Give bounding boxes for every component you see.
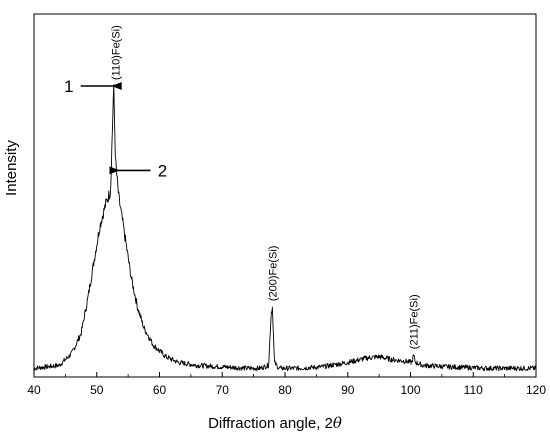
y-axis-label: Intensity [3, 140, 20, 196]
x-tick-label: 100 [400, 383, 420, 397]
callout-label: 2 [158, 161, 167, 180]
x-axis-tick-labels: 40 50 60 70 80 90 100 110 120 [27, 383, 546, 397]
x-tick-label: 120 [526, 383, 546, 397]
x-tick-label: 60 [153, 383, 167, 397]
peak-annotation: (211)Fe(Si) [409, 294, 421, 349]
arrow-callouts: 12 [64, 77, 167, 180]
callout-arrow: 2 [109, 161, 167, 180]
x-tick-label: 40 [27, 383, 41, 397]
x-axis-label: Diffraction angle, 2θ [208, 414, 342, 432]
peak-annotation: (110)Fe(Si) [111, 25, 123, 80]
x-axis-ticks [33, 372, 537, 377]
peak-annotations: (110)Fe(Si) (200)Fe(Si) (211)Fe(Si) [111, 25, 421, 349]
x-tick-label: 50 [90, 383, 104, 397]
callout-label: 1 [64, 77, 73, 96]
series-line [33, 84, 537, 372]
peak-annotation: (200)Fe(Si) [267, 246, 279, 302]
x-tick-label: 110 [464, 383, 483, 397]
x-axis-label-text: Diffraction angle, 2 [208, 415, 333, 432]
x-tick-label: 80 [278, 383, 292, 397]
callout-arrow: 1 [64, 77, 122, 96]
x-tick-label: 90 [341, 383, 355, 397]
x-axis-label-symbol: θ [333, 414, 342, 432]
x-tick-label: 70 [216, 383, 230, 397]
